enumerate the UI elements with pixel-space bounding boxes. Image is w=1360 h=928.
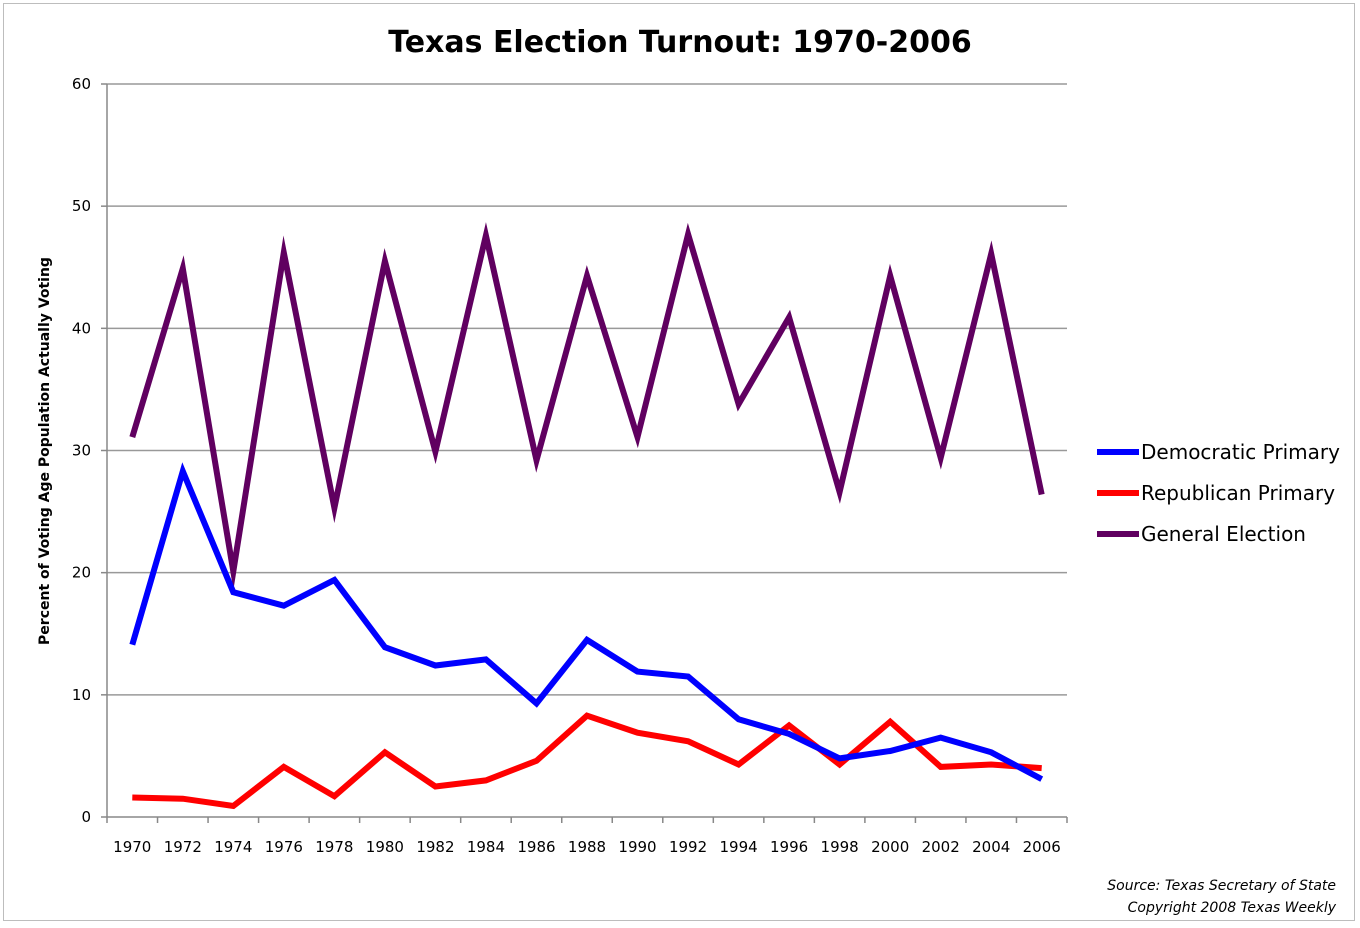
series-line-general-election [129, 222, 1045, 591]
x-tick-label-1988: 1988 [568, 838, 606, 856]
x-tick-label-1986: 1986 [517, 838, 555, 856]
legend-label-general-election: General Election [1141, 522, 1306, 546]
series-line-democratic-primary [129, 462, 1044, 782]
x-tick-label-1976: 1976 [265, 838, 303, 856]
x-tick-label-2006: 2006 [1023, 838, 1061, 856]
y-tick-label-60: 60 [72, 75, 91, 93]
x-tick-labels: 1970 1972 1974 1976 1978 1980 1982 1984 1986 1988… [113, 838, 1061, 856]
x-tick-label-1992: 1992 [669, 838, 707, 856]
chart-frame [3, 3, 1355, 921]
legend-label-democratic-primary: Democratic Primary [1141, 440, 1340, 464]
x-tick-label-1998: 1998 [821, 838, 859, 856]
y-tick-label-40: 40 [72, 319, 91, 337]
x-tick-label-1978: 1978 [315, 838, 353, 856]
y-tick-labels: 0 10 20 30 40 50 60 [72, 75, 91, 826]
series-line-republican-primary [132, 712, 1042, 810]
axes [101, 83, 1068, 823]
x-tick-label-1996: 1996 [770, 838, 808, 856]
source-note: Source: Texas Secretary of State [1107, 878, 1336, 894]
legend-label-republican-primary: Republican Primary [1141, 481, 1335, 505]
gridlines [107, 83, 1067, 696]
y-tick-label-0: 0 [81, 808, 91, 826]
chart-title: Texas Election Turnout: 1970-2006 [388, 25, 972, 60]
x-tick-label-2000: 2000 [871, 838, 909, 856]
x-tick-label-1980: 1980 [366, 838, 404, 856]
copyright-note: Copyright 2008 Texas Weekly [1128, 900, 1337, 916]
x-tick-label-2004: 2004 [972, 838, 1010, 856]
y-tick-label-20: 20 [72, 564, 91, 582]
x-tick-label-1984: 1984 [467, 838, 505, 856]
x-tick-label-1970: 1970 [113, 838, 151, 856]
x-tick-label-2002: 2002 [922, 838, 960, 856]
x-tick-label-1994: 1994 [719, 838, 757, 856]
y-tick-label-10: 10 [72, 686, 91, 704]
legend: Democratic Primary Republican Primary Gene… [1097, 440, 1340, 546]
x-tick-label-1972: 1972 [164, 838, 202, 856]
y-axis-label: Percent of Voting Age Population Actuall… [37, 257, 53, 645]
x-tick-label-1982: 1982 [416, 838, 454, 856]
x-tick-label-1990: 1990 [618, 838, 656, 856]
y-tick-label-30: 30 [72, 442, 91, 460]
y-tick-label-50: 50 [72, 197, 91, 215]
x-tick-label-1974: 1974 [214, 838, 252, 856]
series-lines [129, 222, 1045, 810]
